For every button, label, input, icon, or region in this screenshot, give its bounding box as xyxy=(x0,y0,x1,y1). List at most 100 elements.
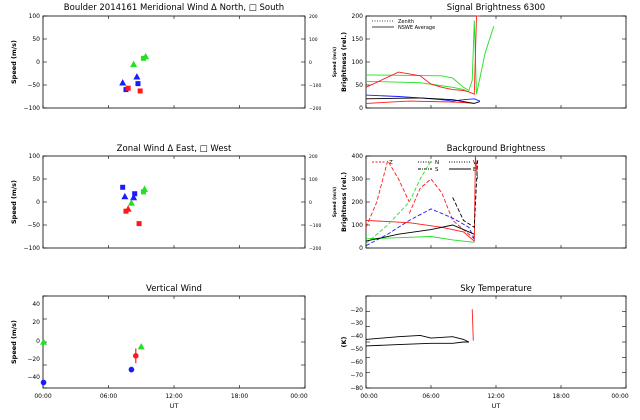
data-point-square xyxy=(137,88,143,94)
right-axis-label: Speed (m/s) xyxy=(332,187,338,217)
right-tick-label: 100 xyxy=(309,177,318,183)
x-tick-label: 18:00 xyxy=(552,393,569,400)
y-tick-label: −40 xyxy=(350,333,363,340)
y-tick-label: 0 xyxy=(359,245,363,252)
panel-zonal-wind: Zonal Wind Δ East, □ West Speed (m/s) Sp… xyxy=(10,144,338,252)
legend: Zenith NSWE Average xyxy=(372,19,435,31)
data-point-circle xyxy=(128,366,135,373)
panel-background-brightness: Background Brightness Brightness (rel.) … xyxy=(340,144,627,252)
legend-label: Zenith xyxy=(398,19,414,25)
legend-label: S xyxy=(435,167,439,173)
y-tick-label: 100 xyxy=(29,13,41,20)
axis-ticks xyxy=(365,295,627,389)
series-line xyxy=(365,160,432,244)
data-point-circle xyxy=(40,379,47,386)
y-tick-label: −60 xyxy=(350,359,363,366)
series-line xyxy=(365,100,475,104)
right-tick-label: −100 xyxy=(309,223,321,229)
data-point-square xyxy=(132,191,138,197)
y-tick-label: −100 xyxy=(24,245,41,252)
right-tick-label: −100 xyxy=(309,83,321,89)
y-axis-label: (K) xyxy=(340,336,348,347)
y-tick-label: 40 xyxy=(32,301,40,308)
y-axis-label: Brightness (rel.) xyxy=(340,172,348,232)
data-point-square xyxy=(136,221,142,227)
series-line xyxy=(365,155,479,243)
data-marks xyxy=(119,52,150,94)
data-point-triangle xyxy=(121,192,129,200)
right-axis-label: Speed (m/s) xyxy=(332,47,338,77)
data-marks xyxy=(365,15,495,104)
right-tick-label: 200 xyxy=(309,14,318,20)
axis-ticks xyxy=(365,15,627,109)
data-marks xyxy=(365,309,474,347)
series-line xyxy=(365,208,475,247)
x-tick-label: 00:00 xyxy=(360,393,377,400)
series-line xyxy=(365,224,475,242)
data-point-square xyxy=(120,184,126,190)
series-line xyxy=(365,236,475,243)
x-tick-label: 00:00 xyxy=(290,393,307,400)
chart-title: Zonal Wind Δ East, □ West xyxy=(117,144,232,154)
chart-title: Background Brightness xyxy=(447,144,546,154)
axis-ticks xyxy=(42,15,306,109)
legend-label: N xyxy=(435,160,439,166)
panel-vertical-wind: Vertical Wind Speed (m/s) 40 20 0 −20 −4… xyxy=(10,284,308,410)
data-point-triangle xyxy=(141,185,149,192)
chart-title: Signal Brightness 6300 xyxy=(447,3,545,13)
y-tick-label: −50 xyxy=(27,82,40,89)
y-tick-label: 0 xyxy=(359,105,363,112)
y-tick-label: −20 xyxy=(350,307,363,314)
x-tick-label: 18:00 xyxy=(231,393,248,400)
y-tick-label: −100 xyxy=(24,105,41,112)
series-line xyxy=(365,97,480,104)
series-line xyxy=(365,80,470,93)
data-point-triangle xyxy=(119,79,127,86)
y-axis-label: Speed (m/s) xyxy=(10,180,18,224)
y-tick-label: 0 xyxy=(36,199,40,206)
axis-ticks xyxy=(365,155,627,249)
right-tick-label: 0 xyxy=(309,200,312,206)
y-tick-label: 200 xyxy=(352,199,364,206)
y-tick-label: 100 xyxy=(352,59,364,66)
panel-meridional-wind: Boulder 2014161 Meridional Wind Δ North,… xyxy=(10,3,338,112)
series-line xyxy=(365,15,480,95)
legend-label: NSWE Average xyxy=(398,25,435,31)
right-tick-label: 200 xyxy=(309,154,318,160)
data-marks xyxy=(120,184,149,227)
x-axis-label: UT xyxy=(492,402,501,410)
right-tick-label: 100 xyxy=(309,37,318,43)
data-point-triangle xyxy=(124,205,132,212)
series-line xyxy=(365,341,469,347)
y-tick-label: 150 xyxy=(352,36,364,43)
series-line xyxy=(452,160,479,229)
y-tick-label: 50 xyxy=(355,82,363,89)
chart-title: Sky Temperature xyxy=(460,284,532,294)
data-point-square xyxy=(125,85,131,91)
x-tick-label: 06:00 xyxy=(422,393,439,400)
y-tick-label: 200 xyxy=(352,13,364,20)
y-tick-label: −50 xyxy=(350,346,363,353)
x-tick-label: 00:00 xyxy=(34,393,51,400)
axis-ticks xyxy=(42,155,306,249)
right-tick-label: −200 xyxy=(309,106,321,112)
y-tick-label: 50 xyxy=(32,36,40,43)
series-line xyxy=(365,159,410,228)
y-tick-label: 0 xyxy=(36,59,40,66)
data-marks xyxy=(40,338,145,386)
series-line xyxy=(365,20,495,95)
data-point-triangle xyxy=(137,342,145,350)
data-point-square xyxy=(135,81,141,87)
y-tick-label: 20 xyxy=(32,319,40,326)
right-tick-label: 0 xyxy=(309,60,312,66)
y-tick-label: 0 xyxy=(36,338,40,345)
data-point-triangle xyxy=(130,193,138,201)
series-line xyxy=(365,94,480,102)
chart-title: Vertical Wind xyxy=(146,284,202,294)
chart-title: Boulder 2014161 Meridional Wind Δ North,… xyxy=(64,3,284,13)
y-tick-label: 50 xyxy=(32,176,40,183)
y-tick-label: −80 xyxy=(350,385,363,392)
y-axis-label: Brightness (rel.) xyxy=(340,32,348,92)
